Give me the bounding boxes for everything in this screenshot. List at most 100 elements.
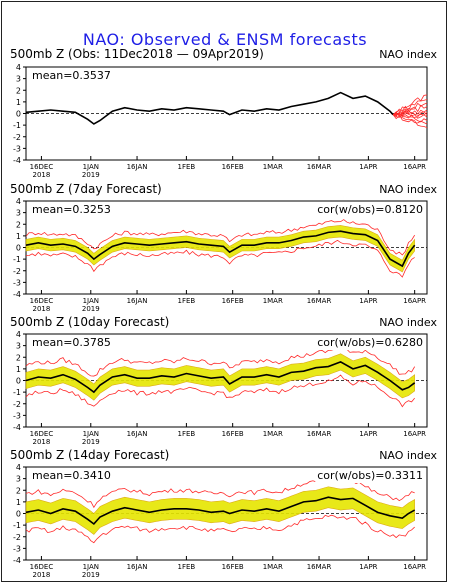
y-tick-label: 1 bbox=[16, 498, 21, 507]
observed-line bbox=[25, 496, 416, 526]
x-tick-label: 16MAR bbox=[307, 163, 332, 171]
x-tick-label: 16DEC bbox=[30, 163, 54, 171]
y-tick-label: 3 bbox=[16, 209, 21, 218]
y-tick-label: -4 bbox=[13, 423, 21, 432]
correlation-label-bg bbox=[315, 202, 425, 217]
x-tick-label: 2019 bbox=[82, 305, 100, 313]
x-tick-label: 1MAR bbox=[263, 297, 283, 305]
chart-panel-10day: 500mb Z (10day Forecast) NAO index -4 -3 -2 -… bbox=[10, 315, 437, 446]
y-tick-label: -3 bbox=[13, 144, 21, 153]
chart-title: 500mb Z (Obs: 11Dec2018 — 09Apr2019) bbox=[10, 47, 264, 61]
y-tick-label: -4 bbox=[13, 156, 21, 165]
mean-label: mean=0.3410 bbox=[32, 469, 111, 482]
correlation-label: cor(w/obs)=0.3311 bbox=[317, 469, 423, 482]
mean-label-bg bbox=[30, 202, 113, 217]
x-tick-label: 16FEB bbox=[222, 163, 244, 171]
x-tick-label: 16FEB bbox=[222, 297, 244, 305]
x-tick-label: 1FEB bbox=[178, 563, 196, 571]
x-tick-label: 1JAN bbox=[83, 430, 99, 438]
chart-panel-7day: 500mb Z (7day Forecast) NAO index -4 -3 -2 -1… bbox=[10, 182, 437, 313]
member-envelope-lower bbox=[25, 514, 415, 544]
ensemble-member-line bbox=[392, 104, 428, 117]
y-tick-label: 0 bbox=[16, 510, 21, 519]
x-tick-label: 1FEB bbox=[178, 163, 196, 171]
y-tick-label: 4 bbox=[16, 63, 21, 72]
ensemble-member-line bbox=[392, 112, 428, 119]
x-tick-label: 16JAN bbox=[127, 163, 148, 171]
y-tick-label: -4 bbox=[13, 290, 21, 299]
y-tick-label: 0 bbox=[16, 377, 21, 386]
y-tick-label: -3 bbox=[13, 411, 21, 420]
y-tick-label: -3 bbox=[13, 278, 21, 287]
x-tick-label: 16FEB bbox=[222, 563, 244, 571]
x-tick-label: 2019 bbox=[82, 438, 100, 446]
y-tick-label: -4 bbox=[13, 556, 21, 565]
ensemble-member-line bbox=[392, 113, 428, 125]
x-tick-label: 1JAN bbox=[83, 563, 99, 571]
y-tick-label: 4 bbox=[16, 330, 21, 339]
y-tick-label: 1 bbox=[16, 232, 21, 241]
x-tick-label: 1JAN bbox=[83, 297, 99, 305]
y-tick-label: -1 bbox=[13, 521, 21, 530]
correlation-label-bg bbox=[315, 335, 425, 350]
member-envelope-upper bbox=[25, 219, 416, 256]
y-tick-label: 1 bbox=[16, 365, 21, 374]
ensemble-member-line bbox=[392, 99, 428, 116]
y-tick-label: -2 bbox=[13, 533, 21, 542]
x-tick-label: 1MAR bbox=[263, 563, 283, 571]
x-tick-label: 1APR bbox=[359, 563, 377, 571]
x-tick-label: 2018 bbox=[33, 305, 51, 313]
chart-title: 500mb Z (7day Forecast) bbox=[10, 182, 162, 196]
y-tick-label: 3 bbox=[16, 75, 21, 84]
x-tick-label: 16DEC bbox=[30, 563, 54, 571]
x-tick-label: 2018 bbox=[33, 571, 51, 579]
x-tick-label: 2019 bbox=[82, 171, 100, 179]
y-tick-label: 4 bbox=[16, 463, 21, 472]
ensemble-member-line bbox=[392, 114, 428, 128]
y-tick-label: -1 bbox=[13, 388, 21, 397]
y-tick-label: 2 bbox=[16, 353, 21, 362]
y-tick-label: -1 bbox=[13, 121, 21, 130]
x-tick-label: 1APR bbox=[359, 430, 377, 438]
mean-label: mean=0.3253 bbox=[32, 203, 111, 216]
chart-title: 500mb Z (14day Forecast) bbox=[10, 448, 169, 462]
observed-line bbox=[25, 91, 394, 125]
y-tick-label: -1 bbox=[13, 255, 21, 264]
page-title: NAO: Observed & ENSM forecasts bbox=[82, 30, 368, 49]
x-tick-label: 16MAR bbox=[307, 297, 332, 305]
x-tick-label: 1FEB bbox=[178, 297, 196, 305]
mean-label-bg bbox=[30, 335, 113, 350]
index-label: NAO index bbox=[379, 183, 437, 196]
y-tick-label: 2 bbox=[16, 86, 21, 95]
member-envelope-lower bbox=[25, 374, 415, 408]
spread-band bbox=[25, 225, 415, 273]
index-label: NAO index bbox=[379, 48, 437, 61]
x-tick-label: 16FEB bbox=[222, 430, 244, 438]
x-tick-label: 1MAR bbox=[263, 430, 283, 438]
index-label: NAO index bbox=[379, 316, 437, 329]
x-tick-label: 1APR bbox=[359, 163, 377, 171]
y-tick-label: 3 bbox=[16, 475, 21, 484]
y-tick-label: 2 bbox=[16, 486, 21, 495]
y-tick-label: 0 bbox=[16, 110, 21, 119]
chart-panel-observed: 500mb Z (Obs: 11Dec2018 — 09Apr2019) NAO … bbox=[10, 47, 437, 179]
y-tick-label: 1 bbox=[16, 98, 21, 107]
chart-title: 500mb Z (10day Forecast) bbox=[10, 315, 169, 329]
y-tick-label: 2 bbox=[16, 220, 21, 229]
observed-line bbox=[25, 361, 416, 394]
x-tick-label: 16JAN bbox=[127, 563, 148, 571]
mean-label: mean=0.3785 bbox=[32, 336, 111, 349]
x-tick-label: 16JAN bbox=[127, 430, 148, 438]
y-tick-label: -2 bbox=[13, 133, 21, 142]
x-tick-label: 16APR bbox=[403, 297, 426, 305]
y-tick-label: 0 bbox=[16, 244, 21, 253]
member-envelope-upper bbox=[25, 346, 416, 377]
x-tick-label: 2019 bbox=[82, 571, 100, 579]
x-tick-label: 16APR bbox=[403, 430, 426, 438]
x-tick-label: 16JAN bbox=[127, 297, 148, 305]
mean-label-bg bbox=[30, 68, 113, 83]
y-tick-label: -2 bbox=[13, 267, 21, 276]
y-tick-label: -3 bbox=[13, 544, 21, 553]
